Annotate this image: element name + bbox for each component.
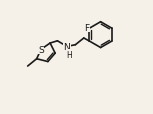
Text: F: F (84, 24, 89, 32)
Text: H: H (67, 50, 72, 59)
Text: N: N (64, 43, 70, 51)
Text: S: S (38, 45, 44, 54)
